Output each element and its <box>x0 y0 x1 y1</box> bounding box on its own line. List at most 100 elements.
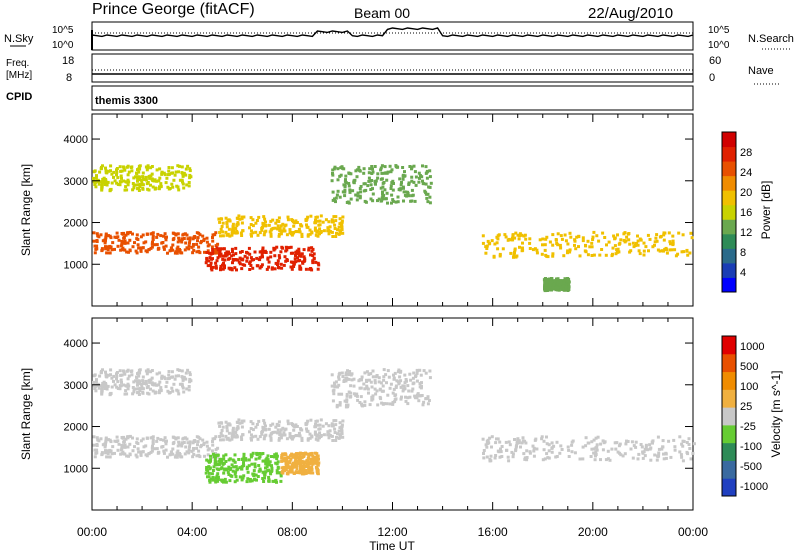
data-cell <box>308 228 312 232</box>
data-cell <box>256 233 260 237</box>
data-cell <box>93 251 97 255</box>
data-cell <box>424 192 428 196</box>
data-cell <box>302 259 306 263</box>
data-cell <box>659 234 663 238</box>
data-cell <box>136 391 140 394</box>
data-cell <box>155 168 159 172</box>
data-cell <box>388 386 392 390</box>
data-cell <box>198 233 202 237</box>
data-cell <box>297 227 301 231</box>
data-cell <box>677 231 681 235</box>
data-cell <box>151 435 155 439</box>
data-cell <box>218 461 222 465</box>
colorbar-swatch <box>722 233 736 249</box>
data-cell <box>315 434 319 438</box>
data-cell <box>493 242 497 246</box>
data-cell <box>656 454 659 458</box>
data-cell <box>123 188 127 192</box>
data-cell <box>367 372 371 376</box>
data-cell <box>360 378 363 382</box>
data-cell <box>629 249 633 253</box>
data-cell <box>586 441 590 445</box>
data-cell <box>251 224 255 228</box>
data-cell <box>106 248 110 251</box>
data-cell <box>298 459 302 463</box>
data-cell <box>250 234 253 238</box>
data-cell <box>184 377 188 381</box>
data-cell <box>150 369 154 372</box>
data-cell <box>306 429 310 433</box>
data-cell <box>428 169 432 173</box>
data-cell <box>239 435 243 439</box>
data-cell <box>255 478 258 482</box>
data-cell <box>338 435 342 439</box>
data-cell <box>149 166 153 170</box>
data-cell <box>338 174 342 178</box>
data-cell <box>586 253 590 257</box>
data-cell <box>192 452 196 456</box>
data-cell <box>234 470 238 474</box>
data-cell <box>313 228 317 232</box>
data-cell <box>258 250 262 254</box>
data-cell <box>261 428 265 432</box>
data-cell <box>399 183 403 187</box>
data-cell <box>249 232 253 236</box>
data-cell <box>355 198 359 202</box>
data-cell <box>377 376 381 380</box>
data-cell <box>317 223 321 227</box>
data-cell <box>177 236 181 240</box>
data-cell <box>235 420 239 424</box>
data-cell <box>568 248 572 252</box>
data-cell <box>124 185 128 189</box>
data-cell <box>137 189 141 192</box>
data-cell <box>337 383 341 387</box>
data-cell <box>221 425 225 429</box>
data-cell <box>137 170 141 174</box>
data-cell <box>356 191 360 195</box>
data-cell <box>104 373 108 377</box>
data-cell <box>149 450 153 454</box>
data-cell <box>413 396 417 400</box>
data-cell <box>121 165 125 169</box>
data-cell <box>294 434 298 437</box>
data-cell <box>173 377 177 381</box>
data-cell <box>208 480 212 484</box>
data-cell <box>108 393 112 397</box>
data-cell <box>564 239 568 243</box>
data-cell <box>221 257 225 261</box>
data-cell <box>254 457 258 461</box>
colorbar-tick-label: -100 <box>740 441 762 453</box>
data-cell <box>291 219 294 222</box>
data-cell <box>366 184 370 188</box>
data-cell <box>228 479 232 483</box>
data-cell <box>365 378 368 382</box>
colorbar-tick-label: 4 <box>740 267 746 279</box>
data-cell <box>116 380 120 384</box>
data-cell <box>340 371 344 375</box>
data-cell <box>354 193 358 197</box>
data-cell <box>499 447 502 451</box>
data-cell <box>151 240 154 244</box>
data-cell <box>299 461 303 464</box>
data-cell <box>260 226 264 230</box>
data-cell <box>540 252 544 256</box>
data-cell <box>257 258 261 261</box>
data-cell <box>542 439 546 443</box>
data-cell <box>330 434 334 438</box>
nsky-tick-low: 10^0 <box>52 40 74 51</box>
data-cell <box>155 372 159 376</box>
data-cell <box>118 387 122 391</box>
data-cell <box>298 230 302 234</box>
data-cell <box>191 237 195 241</box>
data-cell <box>187 247 191 251</box>
data-cell <box>280 454 284 457</box>
data-cell <box>545 289 549 292</box>
data-cell <box>394 200 398 204</box>
data-cell <box>115 440 119 443</box>
data-cell <box>232 253 235 257</box>
data-cell <box>141 171 145 175</box>
data-cell <box>180 240 184 244</box>
data-cell <box>188 440 192 444</box>
data-cell <box>543 286 547 290</box>
data-cell <box>180 165 184 169</box>
